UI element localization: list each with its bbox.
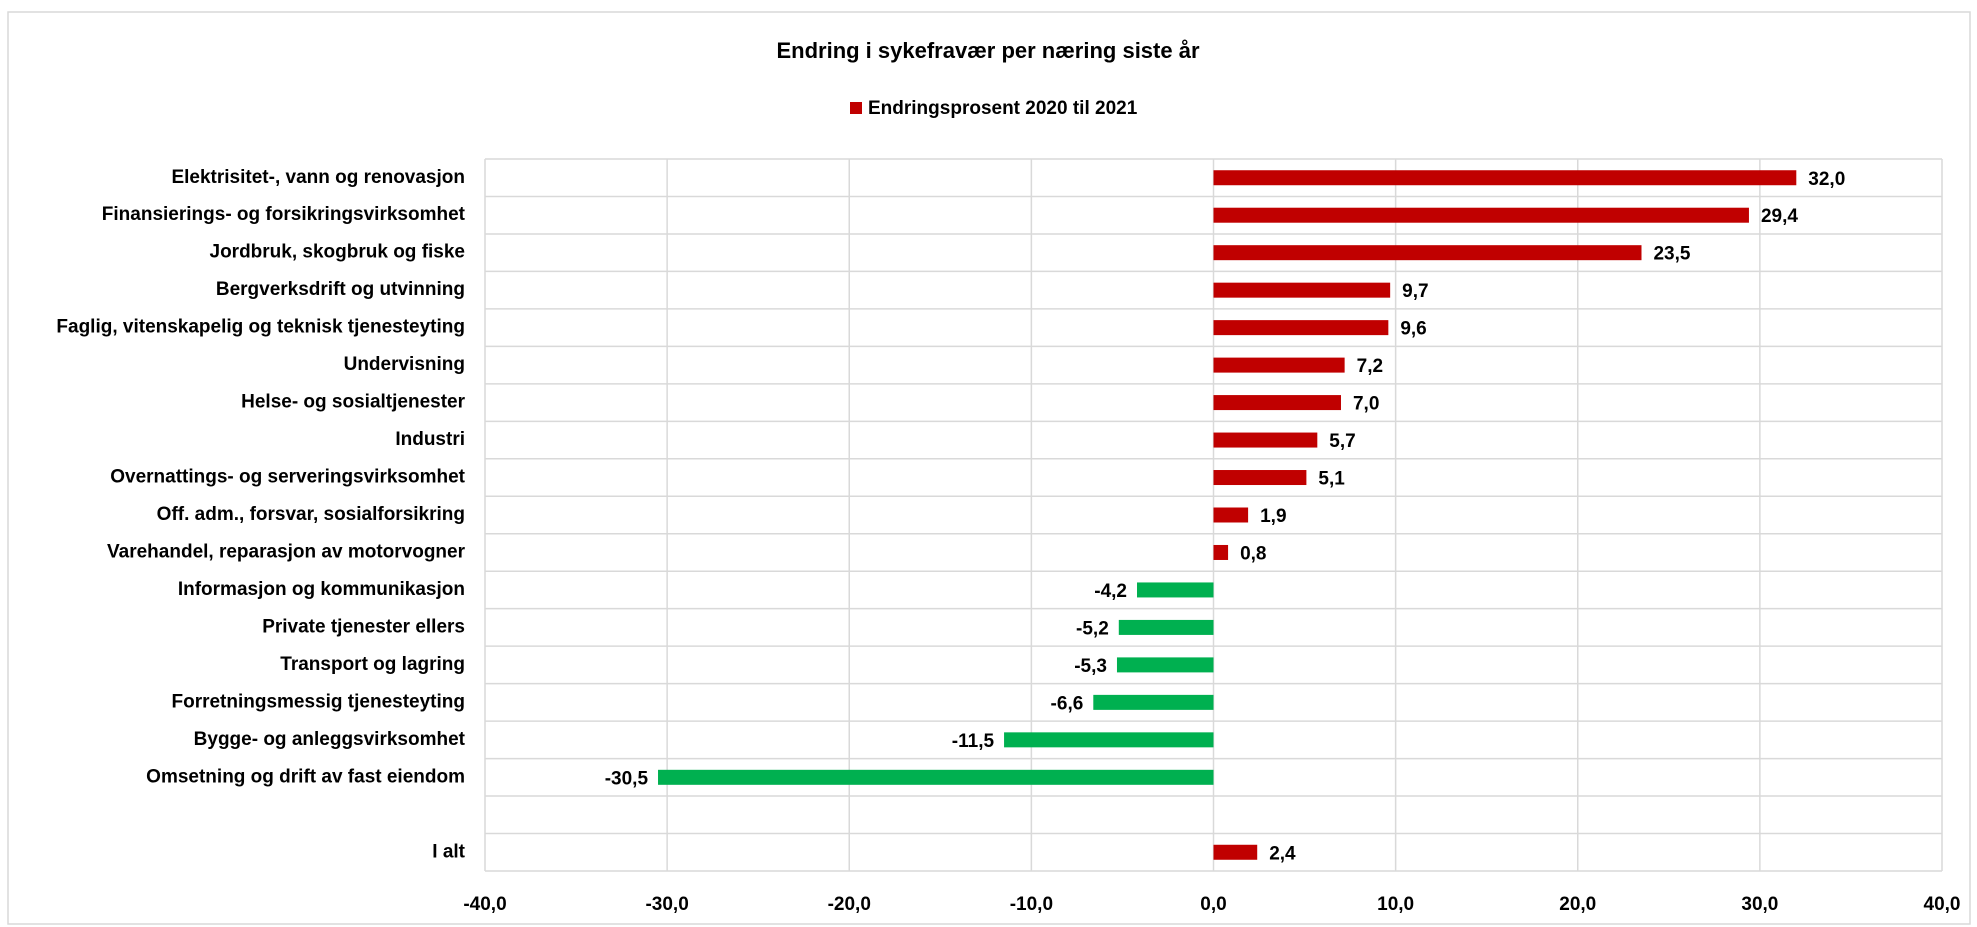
y-tick-label: Finansierings- og forsikringsvirksomhet [102, 204, 466, 225]
x-tick-label: 20,0 [1559, 894, 1596, 915]
bar [1213, 544, 1229, 560]
bar [1213, 282, 1391, 298]
y-tick-label: Off. adm., forsvar, sosialforsikring [157, 504, 465, 525]
value-label: 0,8 [1240, 543, 1266, 564]
bar [1213, 170, 1797, 186]
value-label: -5,3 [1074, 656, 1107, 677]
bar [1213, 207, 1749, 223]
x-tick-label: 40,0 [1924, 894, 1961, 915]
y-tick-label: Transport og lagring [280, 654, 465, 675]
bar [1093, 694, 1214, 710]
x-tick-label: -20,0 [828, 894, 871, 915]
y-tick-label: I alt [432, 841, 465, 862]
legend-swatch [850, 102, 862, 114]
bar [1004, 732, 1214, 748]
x-tick-label: 10,0 [1377, 894, 1414, 915]
bar [1213, 470, 1307, 486]
value-label: -5,2 [1076, 618, 1109, 639]
value-label: -11,5 [952, 731, 995, 752]
value-label: 23,5 [1653, 244, 1690, 265]
value-label: -4,2 [1094, 581, 1127, 602]
y-tick-label: Bygge- og anleggsvirksomhet [194, 729, 466, 750]
y-tick-label: Helse- og sosialtjenester [241, 392, 465, 413]
value-label: 5,1 [1318, 469, 1345, 490]
value-label: -30,5 [605, 768, 649, 789]
value-label: 29,4 [1761, 206, 1798, 227]
bar [1213, 395, 1341, 411]
chart-title: Endring i sykefravær per næring siste år [776, 38, 1199, 63]
x-tick-label: -10,0 [1010, 894, 1053, 915]
value-label: 9,7 [1402, 281, 1428, 302]
value-label: 32,0 [1808, 169, 1845, 190]
value-label: 7,0 [1353, 394, 1379, 415]
bar [1213, 357, 1345, 373]
y-tick-label: Faglig, vitenskapelig og teknisk tjenest… [56, 317, 465, 338]
y-tick-label: Jordbruk, skogbruk og fiske [210, 242, 466, 263]
bar [1213, 507, 1249, 523]
y-tick-label: Forretningsmessig tjenesteyting [171, 691, 465, 712]
x-tick-label: 0,0 [1200, 894, 1226, 915]
x-tick-label: 30,0 [1741, 894, 1778, 915]
y-tick-label: Overnattings- og serveringsvirksomhet [110, 467, 465, 488]
bar [1213, 844, 1258, 860]
bar [1116, 657, 1214, 673]
legend-label: Endringsprosent 2020 til 2021 [868, 98, 1138, 119]
value-label: 9,6 [1400, 319, 1426, 340]
y-tick-label: Varehandel, reparasjon av motorvogner [107, 541, 466, 562]
y-tick-label: Elektrisitet-, vann og renovasjon [171, 167, 465, 188]
value-label: 5,7 [1329, 431, 1355, 452]
bar [1213, 320, 1389, 336]
y-tick-label: Omsetning og drift av fast eiendom [146, 766, 465, 787]
y-tick-label: Private tjenester ellers [262, 616, 465, 637]
y-tick-label: Industri [395, 429, 465, 450]
value-label: 7,2 [1357, 356, 1383, 377]
bar [1137, 582, 1214, 598]
bar [1213, 432, 1318, 448]
y-tick-label: Informasjon og kommunikasjon [178, 579, 465, 600]
y-tick-label: Bergverksdrift og utvinning [216, 279, 465, 300]
bar [1213, 245, 1642, 261]
value-label: 2,4 [1269, 843, 1296, 864]
x-tick-label: -40,0 [463, 894, 506, 915]
bar [658, 769, 1214, 785]
y-tick-label: Undervisning [344, 354, 465, 375]
value-label: -6,6 [1051, 693, 1084, 714]
bar [1118, 619, 1214, 635]
x-tick-label: -30,0 [645, 894, 688, 915]
value-label: 1,9 [1260, 506, 1286, 527]
